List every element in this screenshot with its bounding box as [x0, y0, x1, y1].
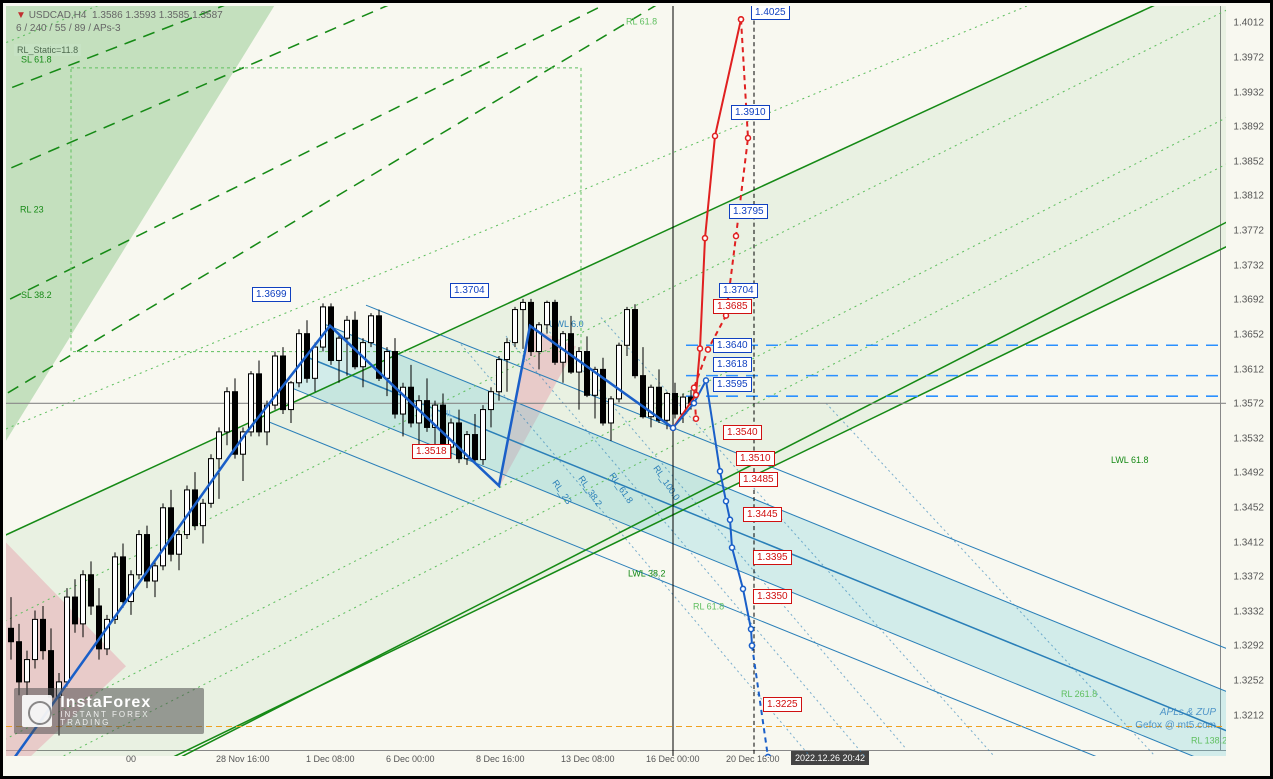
- price-annotation: 1.3540: [723, 425, 762, 440]
- price-annotation: 1.3445: [743, 507, 782, 522]
- price-tick: 1.3652: [1233, 329, 1264, 340]
- price-tick: 1.3292: [1233, 641, 1264, 652]
- chart-overlay-layer: [6, 6, 1226, 756]
- price-annotation: 1.3395: [753, 550, 792, 565]
- logo-icon: [22, 695, 52, 727]
- symbol-timeframe: USDCAD,H4: [29, 10, 87, 21]
- price-annotation: 1.3510: [736, 451, 775, 466]
- ohlc-readout: 1.3586 1.3593 1.3585 1.3587: [92, 10, 223, 21]
- chart-header: ▼ USDCAD,H4 1.3586 1.3593 1.3585 1.3587 …: [16, 10, 223, 34]
- price-annotation: 1.3485: [739, 472, 778, 487]
- params-readout: 6 / 240 / 55 / 89 / APs-3: [16, 23, 223, 34]
- price-tick: 1.3812: [1233, 191, 1264, 202]
- price-annotation: 1.3518: [412, 444, 451, 459]
- price-annotation: 1.4025: [751, 6, 790, 20]
- chart-plot-area[interactable]: SL 61.8RL 23SL 38.2RL 61.8UWL 6.0LWL 38.…: [6, 6, 1226, 756]
- price-annotation: 1.3704: [719, 283, 758, 298]
- price-tick: 1.3332: [1233, 606, 1264, 617]
- logo-text-main: InstaForex: [60, 695, 196, 711]
- price-tick: 1.3572: [1233, 399, 1264, 410]
- price-annotation: 1.3595: [713, 377, 752, 392]
- price-annotation: 1.3685: [713, 299, 752, 314]
- instaforex-logo: InstaForex INSTANT FOREX TRADING: [14, 688, 204, 734]
- price-tick: 1.3772: [1233, 226, 1264, 237]
- price-tick: 1.3692: [1233, 295, 1264, 306]
- price-tick: 1.3252: [1233, 676, 1264, 687]
- price-tick: 1.3972: [1233, 52, 1264, 63]
- price-annotation: 1.3795: [729, 204, 768, 219]
- price-tick: 1.3412: [1233, 537, 1264, 548]
- price-annotation: 1.3910: [731, 105, 770, 120]
- price-tick: 1.3612: [1233, 364, 1264, 375]
- price-tick: 1.3452: [1233, 502, 1264, 513]
- chart-window: SL 61.8RL 23SL 38.2RL 61.8UWL 6.0LWL 38.…: [0, 0, 1273, 779]
- price-tick: 1.4012: [1233, 18, 1264, 29]
- price-annotation: 1.3350: [753, 589, 792, 604]
- price-tick: 1.3892: [1233, 122, 1264, 133]
- price-annotation: 1.3225: [763, 697, 802, 712]
- price-axis: 1.4012 1.3972 1.3932 1.3892 1.3852 1.3812 1.37…: [1220, 6, 1267, 756]
- price-tick: 1.3212: [1233, 710, 1264, 721]
- price-tick: 1.3932: [1233, 87, 1264, 98]
- price-annotation: 1.3618: [713, 357, 752, 372]
- price-annotation: 1.3640: [713, 338, 752, 353]
- price-annotation: 1.3704: [450, 283, 489, 298]
- price-tick: 1.3732: [1233, 260, 1264, 271]
- price-tick: 1.3372: [1233, 572, 1264, 583]
- price-tick: 1.3492: [1233, 468, 1264, 479]
- price-tick: 1.3852: [1233, 156, 1264, 167]
- price-annotation: 1.3699: [252, 287, 291, 302]
- price-tick: 1.3532: [1233, 433, 1264, 444]
- logo-text-sub: INSTANT FOREX TRADING: [60, 711, 196, 727]
